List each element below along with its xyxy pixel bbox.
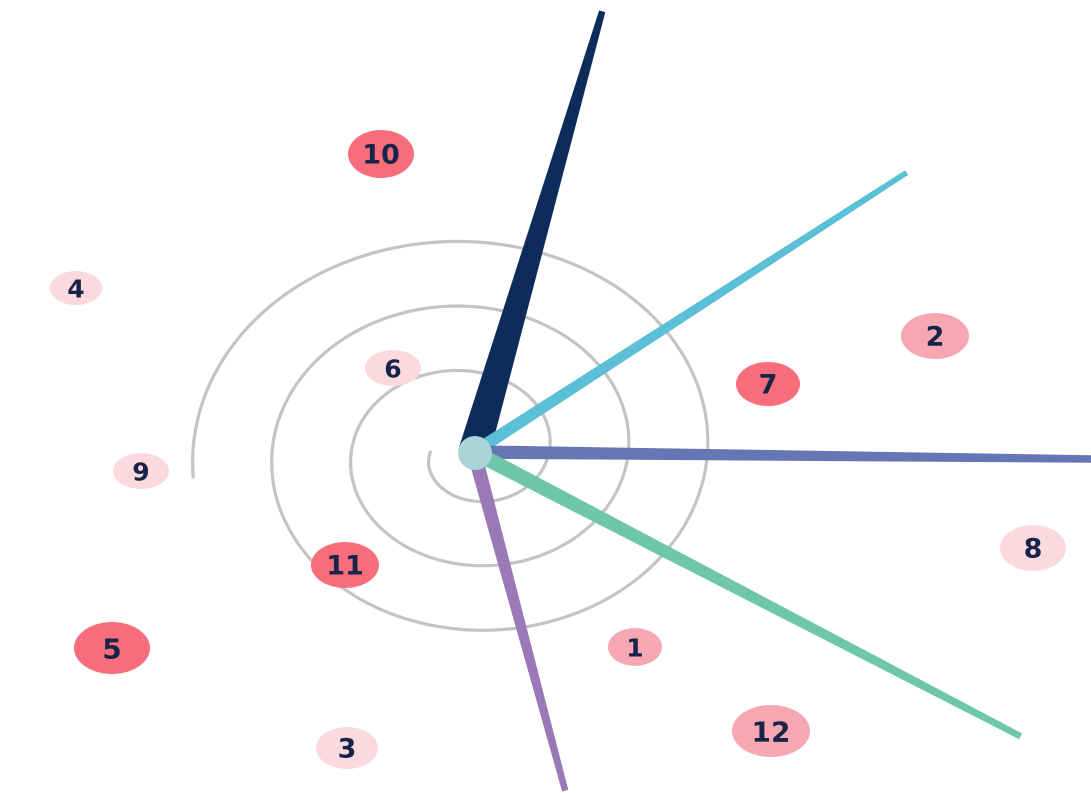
badge-background	[732, 705, 810, 757]
number-badge-10: 10	[348, 130, 414, 178]
badge-background	[316, 727, 378, 769]
badge-label: 12	[752, 716, 791, 749]
number-badge-9: 9	[113, 453, 169, 489]
number-badge-4: 4	[50, 271, 102, 305]
badge-label: 10	[362, 140, 400, 171]
number-badge-3: 3	[316, 727, 378, 769]
badge-label: 9	[132, 458, 149, 487]
badge-label: 6	[384, 355, 401, 384]
navy-hand	[458, 10, 606, 457]
clock-hub	[458, 436, 492, 470]
badge-background	[608, 628, 662, 666]
number-badge-5: 5	[74, 622, 150, 674]
number-badges: 10 4 6 7 2 9 11 8 1 5 3 12	[50, 130, 1066, 769]
badge-background	[74, 622, 150, 674]
badge-background	[113, 453, 169, 489]
badge-background	[311, 542, 379, 588]
badge-label: 5	[102, 633, 121, 666]
clock-hands	[458, 10, 1091, 792]
badge-background	[736, 362, 800, 406]
badge-background	[365, 350, 421, 386]
badge-label: 2	[926, 322, 945, 353]
number-badge-8: 8	[1000, 525, 1066, 571]
badge-background	[901, 313, 969, 359]
badge-label: 4	[67, 275, 84, 304]
badge-label: 11	[326, 551, 364, 582]
badge-background	[1000, 525, 1066, 571]
number-badge-11: 11	[311, 542, 379, 588]
number-badge-12: 12	[732, 705, 810, 757]
badge-label: 8	[1024, 534, 1043, 565]
badge-background	[50, 271, 102, 305]
badge-label: 1	[626, 634, 643, 663]
number-badge-1: 1	[608, 628, 662, 666]
mint-hand	[470, 445, 1022, 739]
number-badge-2: 2	[901, 313, 969, 359]
badge-label: 3	[338, 734, 357, 765]
badge-label: 7	[759, 370, 778, 401]
spiral-track	[190, 239, 710, 632]
number-badge-7: 7	[736, 362, 800, 406]
number-badge-6: 6	[365, 350, 421, 386]
badge-background	[348, 130, 414, 178]
indigo-hand	[473, 445, 1091, 463]
